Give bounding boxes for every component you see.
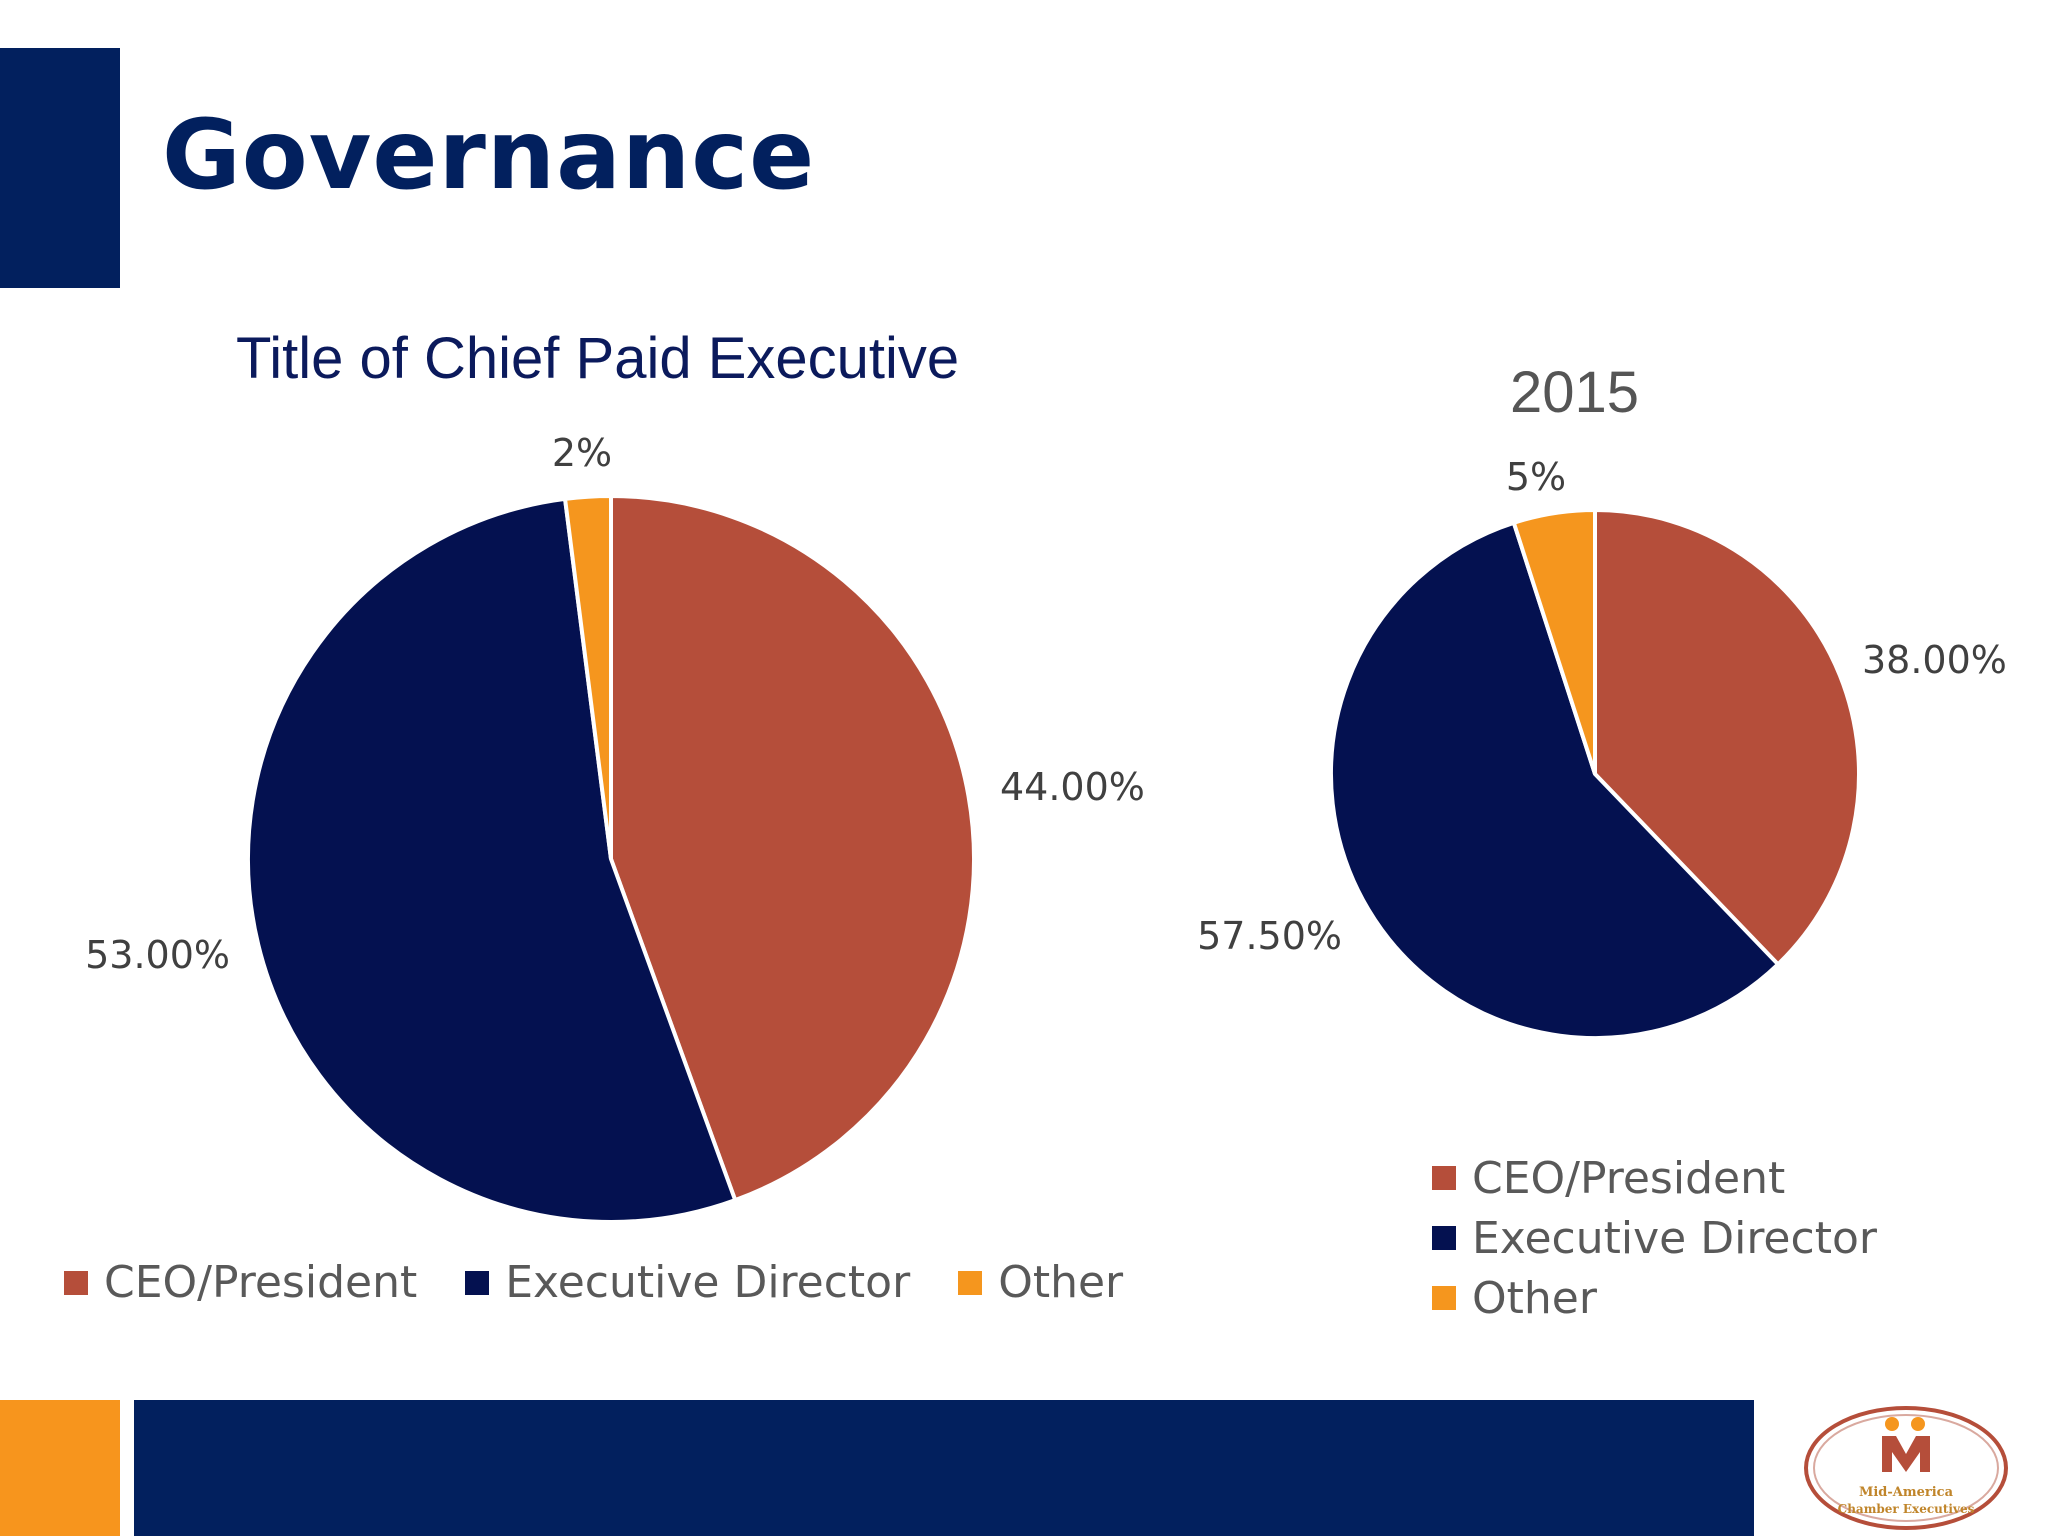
legend-swatch-ceo [64,1270,88,1295]
footer-bar [134,1400,1754,1536]
pie-slice-ceo [609,493,977,1203]
legend-label-other: Other [1472,1272,1597,1324]
data-label-ceo: 38.00% [1862,638,2007,682]
legend-item-exec: Executive Director [465,1257,910,1308]
pie-slice-exec [246,496,738,1224]
pie-chart-right: 38.00% 57.50% 5% [1197,455,2007,1040]
footer-accent-orange [0,1400,120,1536]
legend-swatch-exec [1432,1226,1456,1250]
legend-label-ceo: CEO/President [1472,1152,1786,1204]
legend-item-other: Other [1432,1272,1877,1324]
legend-left: CEO/President Executive Director Other [64,1257,1171,1308]
legend-label-ceo: CEO/President [104,1257,418,1308]
chart-title-right: 2015 [1510,360,1640,425]
logo-text-line2: Chamber Executives [1838,1502,1975,1516]
legend-label-exec: Executive Director [505,1257,911,1308]
data-label-exec: 53.00% [85,933,230,977]
pie-slice-other [1511,507,1597,775]
legend-label-other: Other [998,1257,1124,1308]
pie-slice-other [562,493,613,860]
organization-logo: Mid-America Chamber Executives [1804,1406,2008,1530]
legend-swatch-exec [465,1270,490,1295]
legend-item-ceo: CEO/President [64,1257,417,1308]
data-label-other: 2% [552,431,612,475]
legend-swatch-ceo [1432,1166,1456,1190]
legend-item-exec: Executive Director [1432,1212,1877,1264]
legend-right: CEO/President Executive Director Other [1432,1152,1877,1334]
legend-swatch-other [1432,1286,1456,1310]
chart-title-left: Title of Chief Paid Executive [236,326,960,391]
pie-slice-exec [1329,520,1781,1040]
data-label-ceo: 44.00% [1000,765,1145,809]
title-accent-bar [0,48,120,288]
data-label-exec: 57.50% [1197,914,1342,958]
logo-text-line1: Mid-America [1859,1485,1954,1500]
data-label-other: 5% [1506,455,1566,499]
legend-item-other: Other [958,1257,1123,1308]
legend-item-ceo: CEO/President [1432,1152,1877,1204]
legend-swatch-other [958,1270,983,1295]
slide-title: Governance [162,99,816,211]
pie-chart-left: 44.00% 53.00% 2% [85,431,1145,1224]
legend-label-exec: Executive Director [1472,1212,1877,1264]
pie-slice-ceo [1593,507,1861,968]
